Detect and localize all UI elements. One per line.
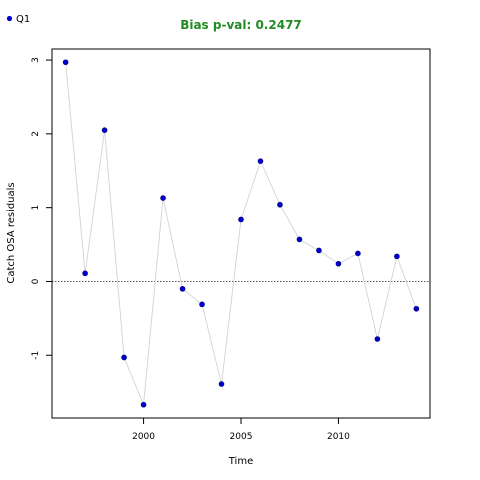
data-point-2001 bbox=[160, 195, 166, 201]
data-point-1998 bbox=[101, 127, 108, 133]
plot-frame bbox=[51, 48, 431, 419]
legend-label-q1: Q1 bbox=[16, 14, 30, 25]
data-point-2011 bbox=[355, 250, 361, 257]
axes-layer: 2000 2005 2010 -1 0 1 2 3 bbox=[31, 57, 350, 442]
y-tick-label--1: -1 bbox=[31, 351, 41, 360]
x-tick-label-2005: 2005 bbox=[230, 432, 253, 442]
y-axis-title: Catch OSA residuals bbox=[6, 182, 17, 283]
data-point-2009 bbox=[316, 247, 322, 254]
data-point-2004 bbox=[218, 381, 225, 387]
data-point-2012 bbox=[374, 336, 381, 342]
data-point-2003 bbox=[199, 301, 205, 308]
data-point-1996 bbox=[62, 59, 69, 66]
data-point-2000 bbox=[140, 401, 147, 408]
data-point-2014 bbox=[413, 305, 420, 312]
data-point-1997 bbox=[82, 270, 88, 277]
y-tick-label-2: 2 bbox=[31, 131, 41, 137]
data-point-2005 bbox=[238, 216, 244, 223]
x-axis-title: Time bbox=[228, 456, 253, 467]
y-tick-label-3: 3 bbox=[31, 57, 41, 63]
data-point-2008 bbox=[296, 236, 303, 243]
data-point-2006 bbox=[257, 158, 264, 164]
legend-marker-q1 bbox=[6, 15, 13, 22]
data-point-2010 bbox=[335, 260, 342, 267]
legend: Q1 bbox=[6, 14, 30, 25]
x-tick-label-2010: 2010 bbox=[327, 432, 350, 442]
data-point-2013 bbox=[394, 253, 400, 260]
data-point-2007 bbox=[277, 201, 283, 208]
series-line-q1 bbox=[65, 62, 417, 405]
plot-layer bbox=[52, 59, 430, 408]
y-tick-label-0: 0 bbox=[31, 278, 41, 284]
data-point-2002 bbox=[179, 286, 186, 292]
x-tick-label-2000: 2000 bbox=[132, 432, 155, 442]
chart-title: Bias p-val: 0.2477 bbox=[180, 18, 302, 32]
data-point-1999 bbox=[121, 354, 127, 361]
y-tick-label-1: 1 bbox=[31, 205, 41, 211]
